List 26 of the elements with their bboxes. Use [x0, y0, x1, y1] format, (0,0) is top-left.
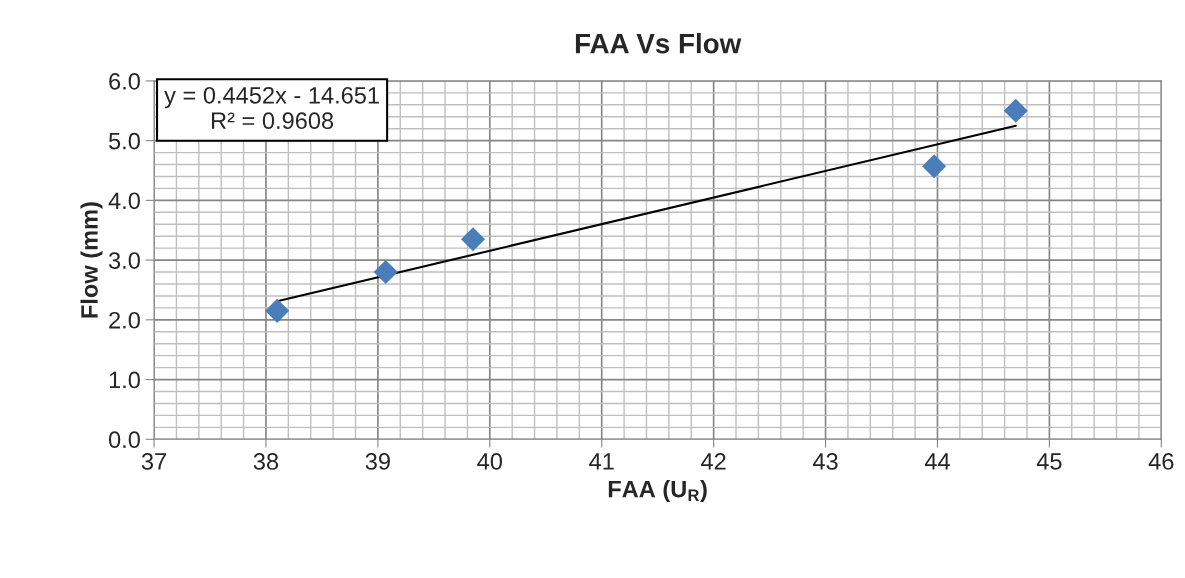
x-tick-label: 37 — [141, 453, 166, 470]
x-tick-label: 46 — [1148, 453, 1174, 470]
y-tick-label: 0.0 — [108, 431, 140, 449]
point — [460, 227, 486, 252]
y-tick-label: 4.0 — [108, 192, 140, 210]
y-tick-label: 5.0 — [108, 132, 140, 150]
point — [922, 154, 947, 179]
y-tick-label: 3.0 — [108, 252, 140, 269]
chart-title: FAA Vs Flow — [575, 33, 742, 54]
y-tick-label: 2.0 — [109, 311, 140, 329]
y-tick-label: 6.0 — [109, 72, 140, 90]
point — [265, 298, 290, 323]
y-tick-label: 1.0 — [109, 371, 140, 389]
x-tick-label: 42 — [701, 453, 726, 470]
x-tick-label: 45 — [1036, 453, 1062, 470]
y-axis-title: Flow (mm) — [80, 202, 103, 318]
annotation: y = 0.4452x - 14.651 R² = 0.9608 — [164, 86, 379, 130]
x-tick-label: 38 — [253, 453, 279, 470]
point — [373, 260, 398, 285]
x-tick-label: 44 — [924, 453, 950, 470]
x-tick-label: 43 — [812, 453, 838, 470]
point — [1003, 98, 1028, 123]
x-tick-label: 40 — [477, 453, 503, 470]
x-tick-label: 41 — [589, 453, 614, 470]
x-tick-label: 39 — [365, 453, 390, 470]
x-axis-title: FAA (U$_{R}$) — [608, 480, 707, 503]
